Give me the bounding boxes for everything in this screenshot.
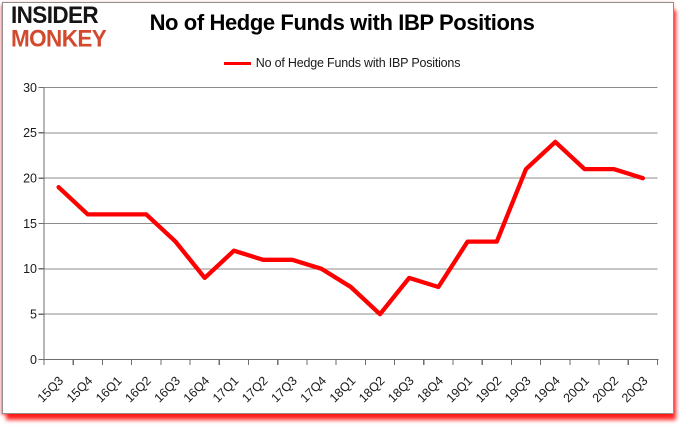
x-axis-label: 18Q3	[385, 374, 417, 406]
x-axis-label: 16Q4	[181, 374, 213, 406]
legend-line-swatch	[223, 61, 251, 65]
x-axis-label: 17Q4	[298, 374, 330, 406]
chart-legend: No of Hedge Funds with IBP Positions	[40, 56, 644, 70]
x-axis-label: 19Q2	[473, 374, 505, 406]
x-axis-label: 16Q3	[152, 374, 184, 406]
x-axis-label: 19Q1	[444, 374, 476, 406]
x-axis-label: 20Q1	[561, 374, 593, 406]
y-axis-label: 10	[23, 262, 37, 276]
x-axis-label: 18Q1	[327, 374, 359, 406]
chart-frame	[2, 2, 674, 414]
y-axis-label: 20	[23, 171, 37, 185]
x-axis-label: 18Q2	[356, 374, 388, 406]
logo-text-monkey: MONKEY	[11, 24, 107, 52]
logo-text-insider: INSIDER	[11, 1, 99, 29]
x-axis-label: 16Q2	[122, 374, 154, 406]
x-axis-label: 20Q2	[590, 374, 622, 406]
x-axis-label: 17Q1	[210, 374, 242, 406]
y-axis-label: 0	[30, 353, 37, 367]
chart-title: No of Hedge Funds with IBP Positions	[149, 10, 535, 35]
x-axis-label: 20Q3	[619, 374, 651, 406]
y-axis-label: 15	[23, 217, 37, 231]
y-axis-label: 30	[23, 81, 37, 95]
x-axis-label: 19Q3	[502, 374, 534, 406]
x-axis-label: 16Q1	[93, 374, 125, 406]
y-axis-label: 25	[23, 126, 37, 140]
legend-label: No of Hedge Funds with IBP Positions	[255, 56, 461, 70]
x-axis-label: 17Q2	[239, 374, 271, 406]
x-axis-label: 19Q4	[531, 374, 563, 406]
x-axis-label: 15Q4	[64, 374, 96, 406]
x-axis-label: 17Q3	[268, 374, 300, 406]
data-series-line	[56, 139, 646, 317]
y-axis-label: 5	[30, 307, 37, 321]
x-axis-label: 15Q3	[35, 374, 67, 406]
insider-monkey-logo: INSIDER MONKEY	[11, 1, 107, 52]
x-axis-label: 18Q4	[414, 374, 446, 406]
